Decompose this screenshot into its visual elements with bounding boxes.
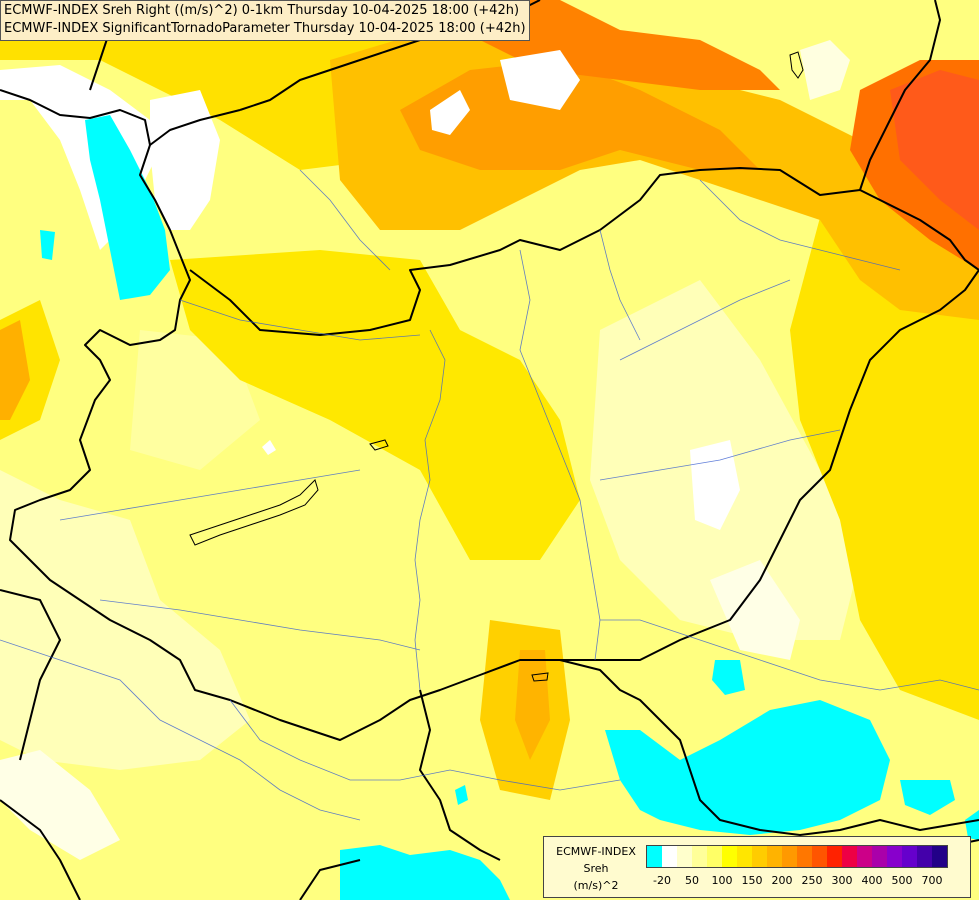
legend-swatch [722, 846, 737, 867]
legend-source: ECMWF-INDEX [556, 845, 636, 858]
legend-tick-label: 250 [801, 874, 823, 887]
legend-swatch [737, 846, 752, 867]
south-lake-outline [531, 672, 549, 682]
legend-swatch [707, 846, 722, 867]
north-lake-outline [789, 51, 804, 79]
lake-outline [189, 479, 319, 546]
legend-swatch [662, 846, 677, 867]
legend-tick-label: -20 [653, 874, 671, 887]
legend-swatch [797, 846, 812, 867]
legend-tick-label: 100 [711, 874, 733, 887]
legend-swatch [857, 846, 872, 867]
legend-tick-label: 400 [861, 874, 883, 887]
legend-swatch [827, 846, 842, 867]
legend-swatch [812, 846, 827, 867]
legend-tick-label: 200 [771, 874, 793, 887]
legend-tick-label: 700 [921, 874, 943, 887]
legend-swatch [647, 846, 662, 867]
title-line-2: ECMWF-INDEX SignificantTornadoParameter … [4, 21, 526, 36]
small-lake-outline [369, 439, 389, 451]
legend-tick-label: 150 [741, 874, 763, 887]
legend-unit: (m/s)^2 [573, 879, 619, 892]
legend-swatch [842, 846, 857, 867]
legend-swatch [782, 846, 797, 867]
legend-tick-label: 300 [831, 874, 853, 887]
legend-swatch [887, 846, 902, 867]
legend-swatch [902, 846, 917, 867]
legend-swatch [677, 846, 692, 867]
legend-swatch [767, 846, 782, 867]
field-orange [0, 0, 979, 420]
map-title: ECMWF-INDEX Sreh Right ((m/s)^2) 0-1km T… [0, 0, 530, 41]
rivers-and-lines [0, 169, 979, 821]
color-legend: ECMWF-INDEX Sreh (m/s)^2 -20 50 100 150 200 2… [543, 836, 971, 898]
legend-swatch [917, 846, 932, 867]
legend-tick-label: 500 [891, 874, 913, 887]
field-cyan [40, 115, 979, 900]
legend-parameter: Sreh [583, 862, 609, 875]
legend-swatch [752, 846, 767, 867]
legend-swatch [932, 846, 947, 867]
legend-tick-label: 50 [685, 874, 699, 887]
legend-swatches [646, 845, 948, 868]
legend-swatch [872, 846, 887, 867]
title-line-1: ECMWF-INDEX Sreh Right ((m/s)^2) 0-1km T… [4, 3, 520, 18]
legend-swatch [692, 846, 707, 867]
